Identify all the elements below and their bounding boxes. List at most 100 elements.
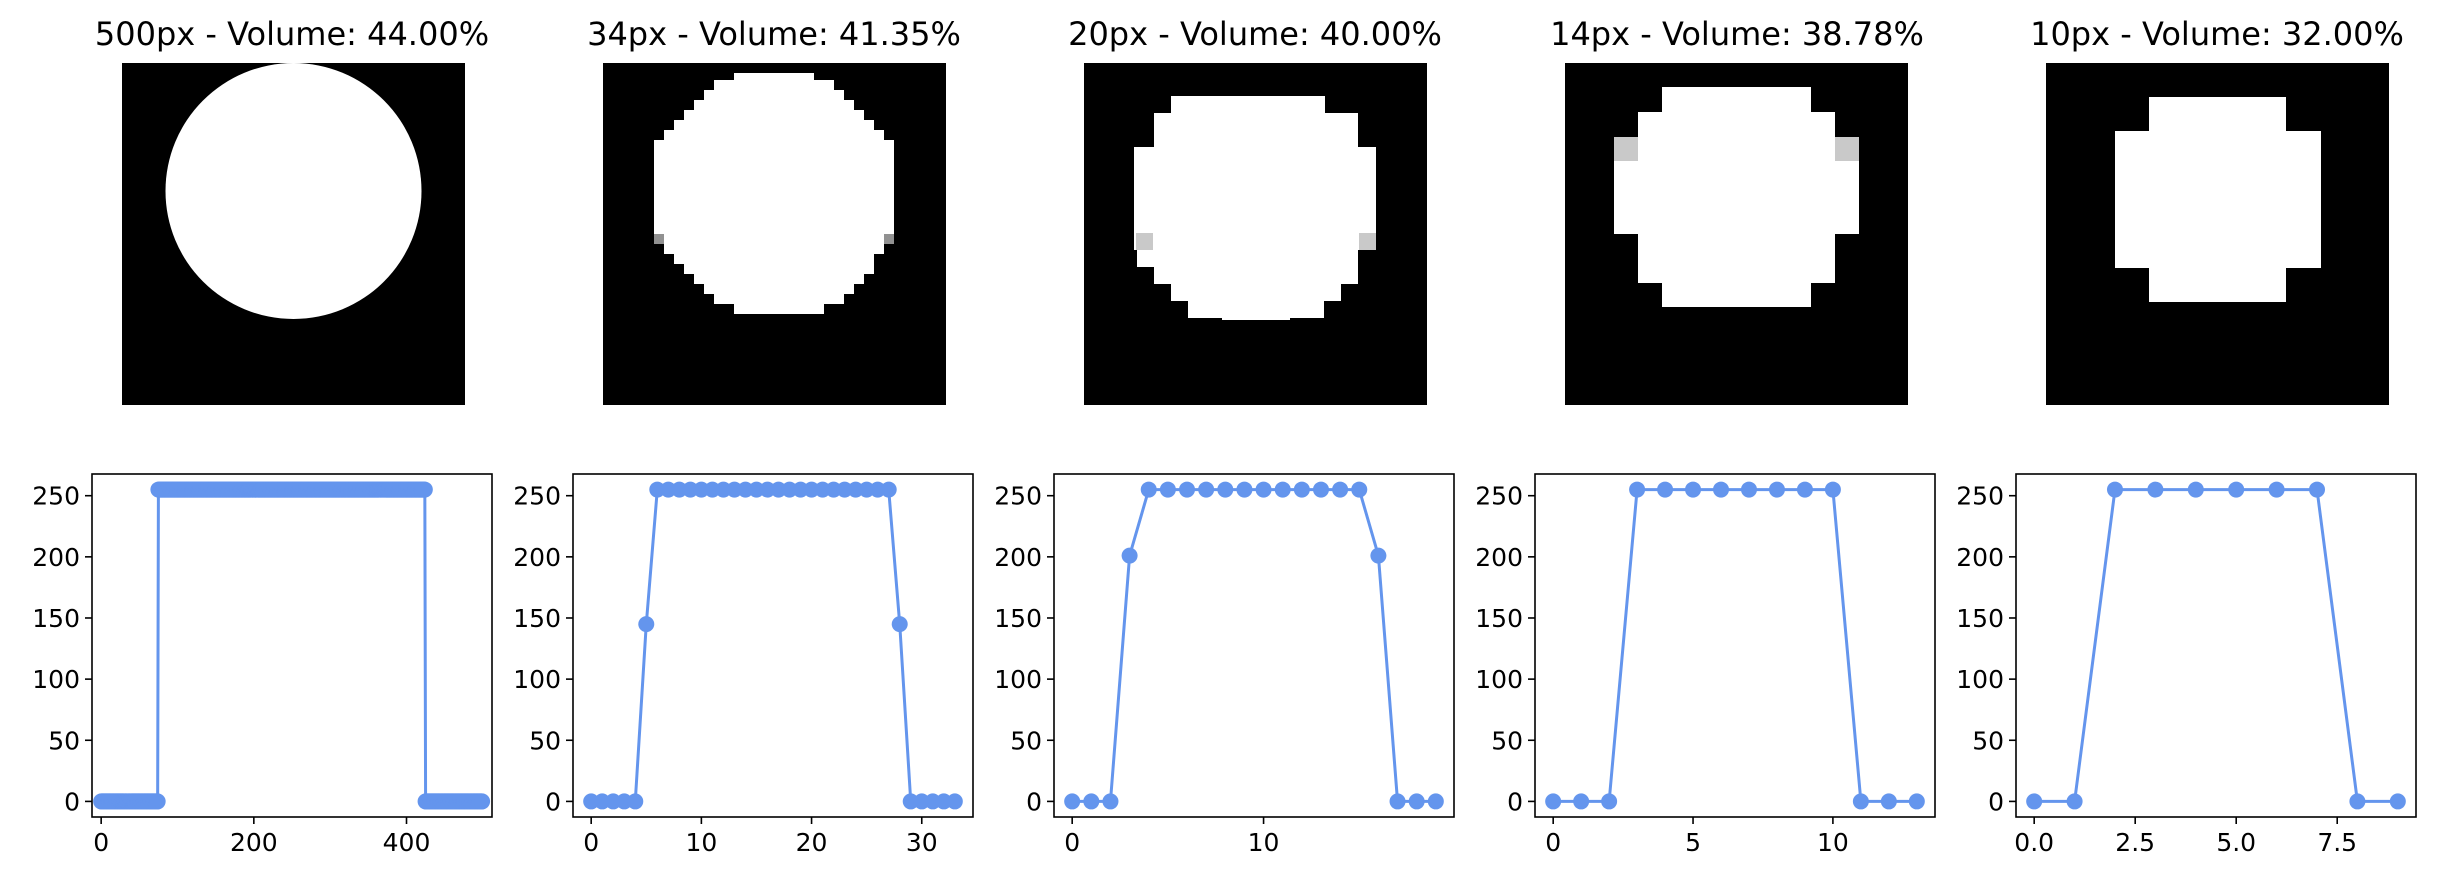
data-point [2389,793,2406,810]
y-tick-label: 0 [545,787,561,816]
axes-frame [1053,473,1455,818]
image-panel-10px: 10px - Volume: 32.00% [2030,15,2404,405]
data-point [770,481,787,498]
axes-frame [1534,473,1936,818]
data-point [1159,481,1176,498]
data-point [1573,793,1590,810]
line-chart-panel-2: 0 50 100 150 200 250 0 10 20 30 [513,473,974,857]
x-tick-label: 200 [230,828,278,857]
data-point [726,481,743,498]
x-tick-label: 5 [1685,828,1701,857]
data-point [924,793,941,810]
data-point [2106,481,2123,498]
x-tick-label: 0 [1545,828,1561,857]
axes-frame [572,473,974,818]
data-point [847,481,864,498]
data-point [1427,793,1444,810]
y-tick-label: 150 [1475,604,1523,633]
pixelated-circle [2115,97,2321,302]
data-point [2147,481,2164,498]
series-line [100,488,483,803]
data-point [1140,481,1157,498]
y-tick-label: 100 [513,665,561,694]
gray-pixel [1136,233,1153,250]
y-tick-label: 100 [994,665,1042,694]
data-point [1064,793,1081,810]
axes-frame [91,473,493,818]
y-tick-label: 0 [64,787,80,816]
y-tick-label: 0 [1988,787,2004,816]
y-tick-label: 0 [1026,787,1042,816]
series-line [591,488,955,803]
data-point [946,793,963,810]
y-tick-label: 50 [529,726,561,755]
x-tick-label: 20 [796,828,828,857]
data-point [704,481,721,498]
pixelated-circle [1614,87,1859,307]
data-point [913,793,930,810]
gray-pixel [1614,137,1638,161]
data-point [583,793,600,810]
x-tick-label: 400 [383,828,431,857]
y-tick-label: 0 [1507,787,1523,816]
y-tick-label: 150 [1956,604,2004,633]
data-point [1408,793,1425,810]
circle-shape [165,63,422,319]
x-tick-label: 0.0 [2014,828,2054,857]
data-point [715,481,732,498]
y-tick-label: 200 [1956,543,2004,572]
series-line [2034,488,2398,803]
x-tick-label: 5.0 [2216,828,2256,857]
data-point [1083,793,1100,810]
data-point [792,481,809,498]
data-point [1351,481,1368,498]
axes-frame [2015,473,2417,818]
data-point [836,481,853,498]
data-point [1236,481,1253,498]
x-tick-label: 0 [93,828,109,857]
data-point [2026,793,2043,810]
data-point [1768,481,1785,498]
data-point [1198,481,1215,498]
y-tick-label: 200 [1475,543,1523,572]
data-point [671,481,688,498]
line-chart-panel-4: 0 50 100 150 200 250 0 5 10 [1475,473,1936,857]
data-point [1217,481,1234,498]
data-point [1852,793,1869,810]
data-point [1255,481,1272,498]
data-point [1274,481,1291,498]
panel-title-10px: 10px - Volume: 32.00% [2030,15,2404,53]
gray-pixel [884,234,894,244]
data-point [1332,481,1349,498]
y-tick-label: 150 [513,604,561,633]
data-point [2187,481,2204,498]
y-tick-label: 200 [513,543,561,572]
data-point [1601,793,1618,810]
panel-title-500px: 500px - Volume: 44.00% [95,15,489,53]
data-point [1629,481,1646,498]
data-point [1824,481,1841,498]
x-tick-label: 0 [1064,828,1080,857]
x-tick-label: 7.5 [2317,828,2357,857]
line-chart-panel-3: 0 50 100 150 200 250 0 10 [994,473,1455,857]
x-tick-label: 10 [1248,828,1280,857]
data-point [1880,793,1897,810]
data-point [649,481,666,498]
y-tick-label: 150 [994,604,1042,633]
y-tick-label: 50 [1010,726,1042,755]
data-point [1102,793,1119,810]
data-point [803,481,820,498]
data-point [1293,481,1310,498]
data-point [869,481,886,498]
data-point [858,481,875,498]
gray-pixel [654,234,664,244]
y-tick-label: 50 [1491,726,1523,755]
x-tick-label: 30 [906,828,938,857]
x-tick-label: 2.5 [2115,828,2155,857]
data-point [935,793,952,810]
image-panel-20px: 20px - Volume: 40.00% [1068,15,1442,405]
image-panel-500px: 500px - Volume: 44.00% [95,15,489,405]
panel-title-20px: 20px - Volume: 40.00% [1068,15,1442,53]
data-point [1545,793,1562,810]
